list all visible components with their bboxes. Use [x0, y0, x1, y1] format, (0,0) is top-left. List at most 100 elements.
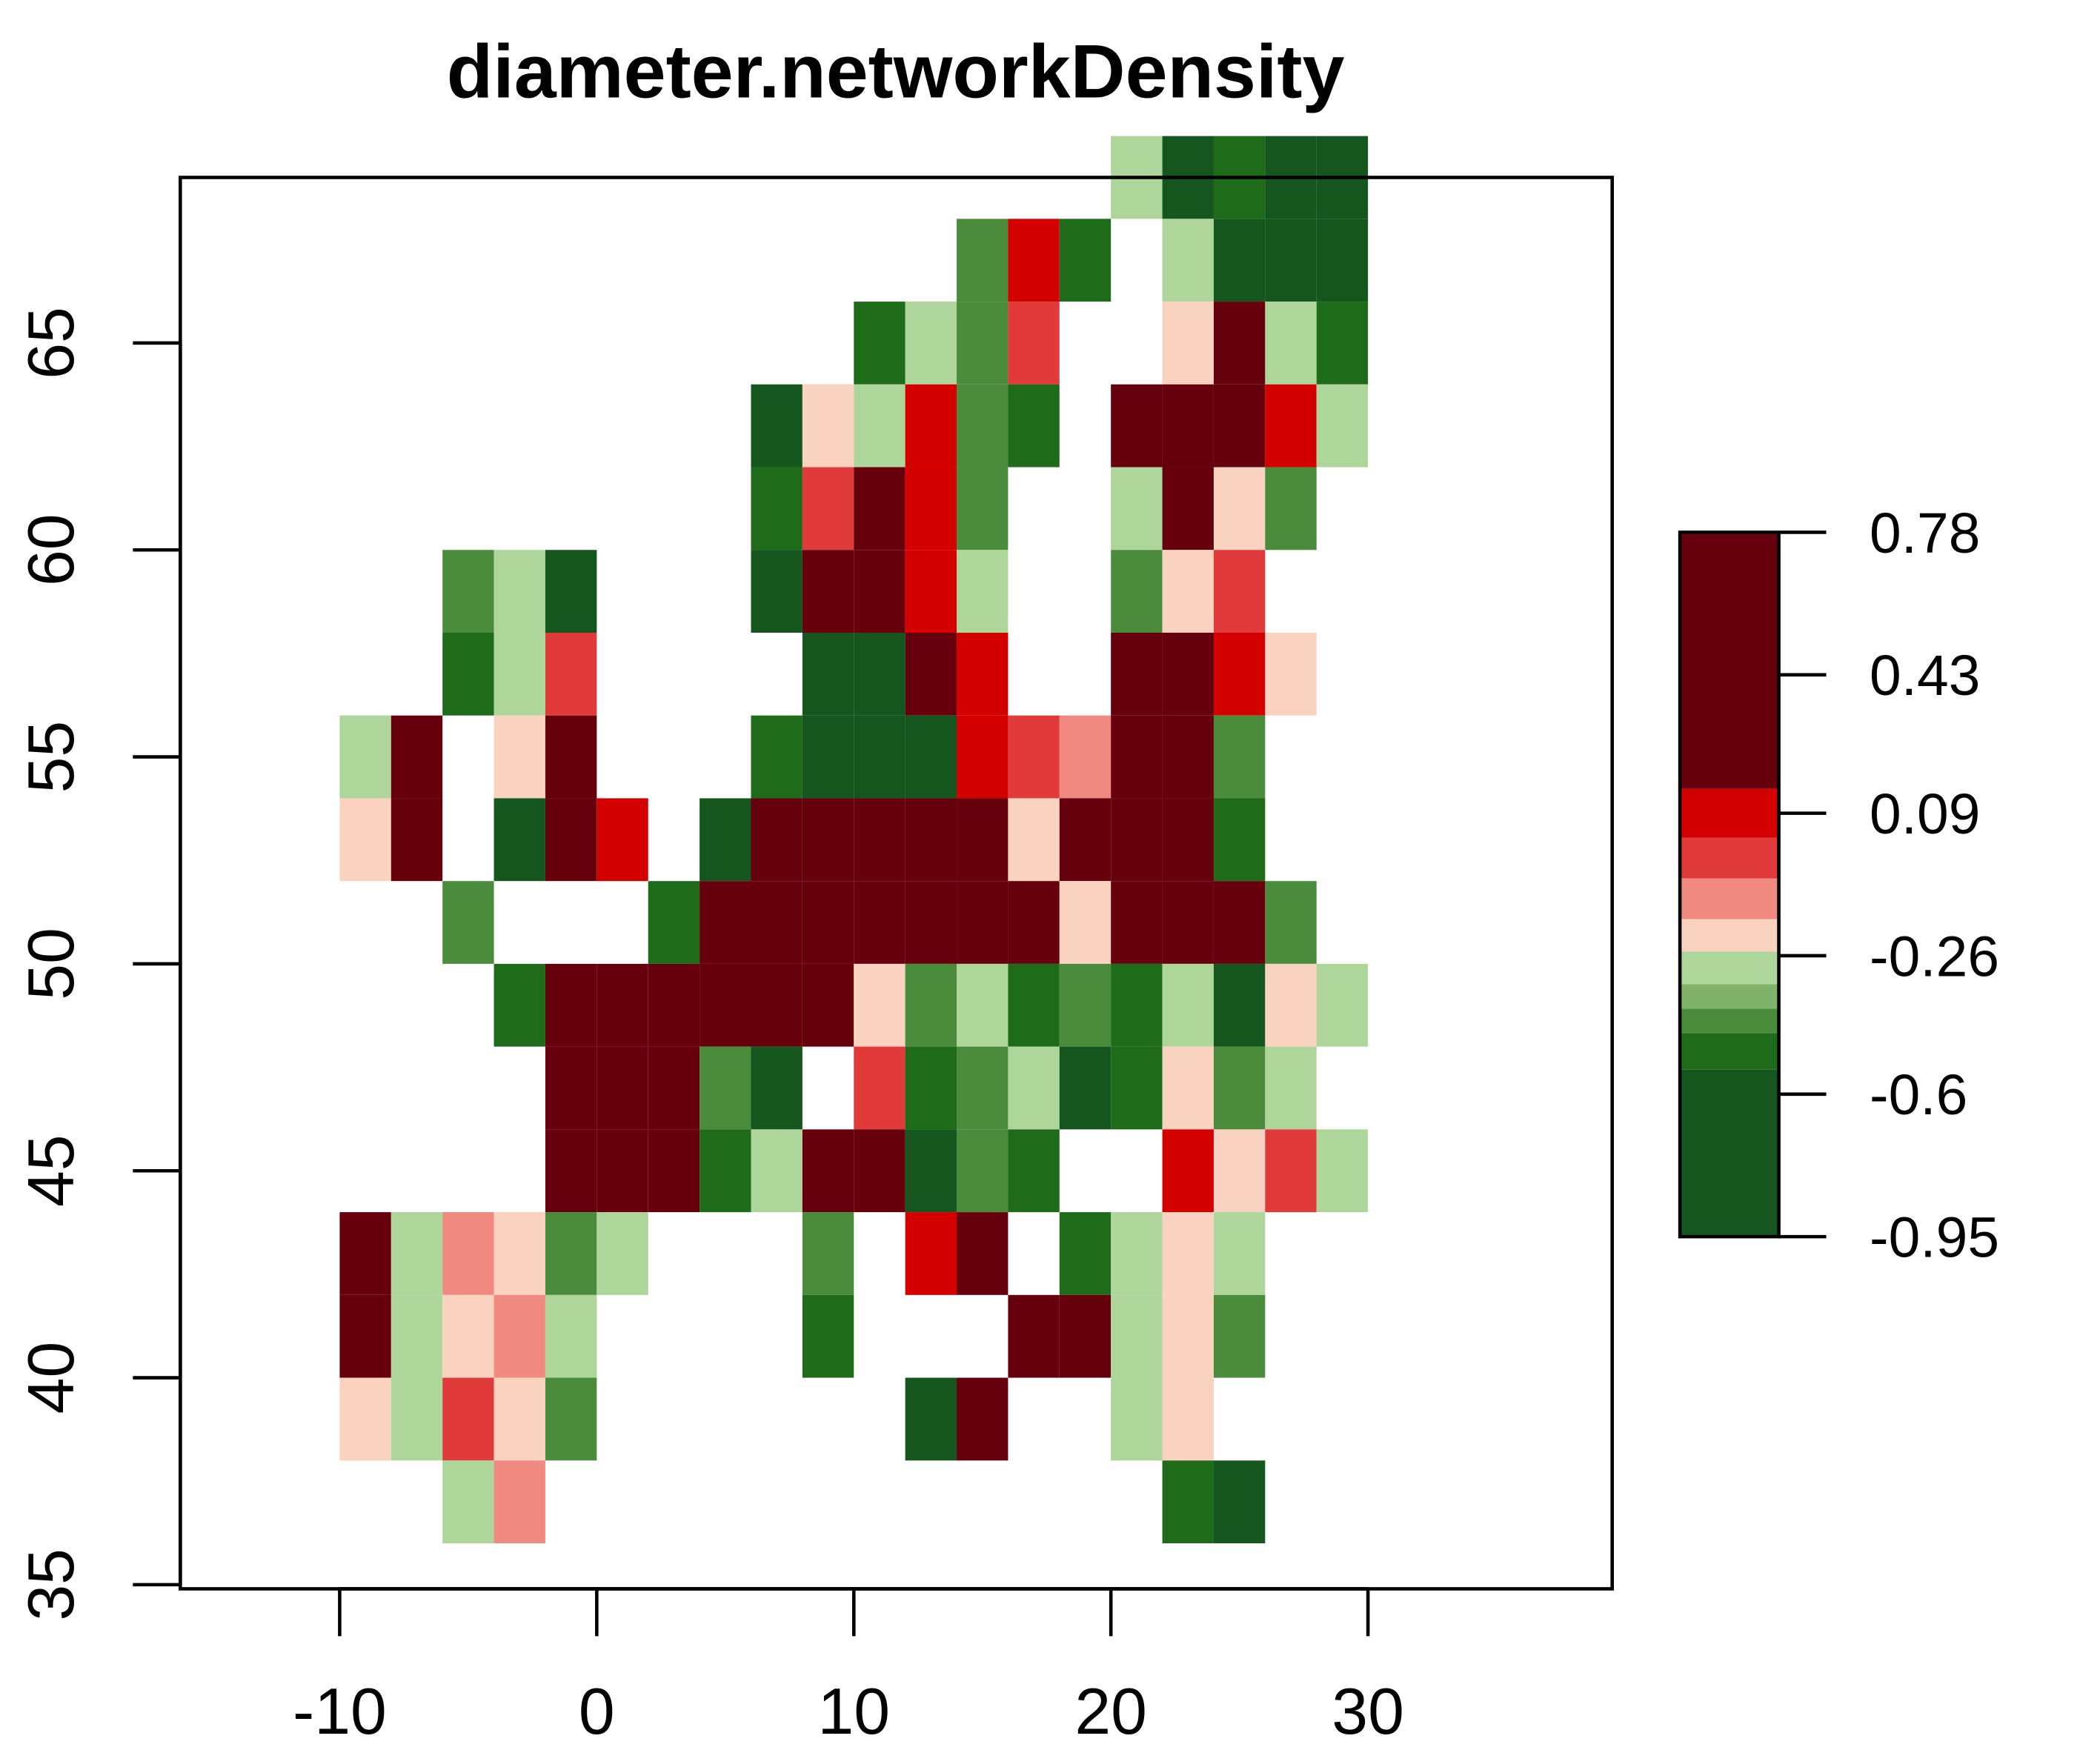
raster-cell [905, 384, 957, 468]
raster-cell [1213, 1460, 1266, 1543]
raster-cell [957, 798, 1009, 882]
raster-cell [339, 1294, 391, 1378]
raster-cell [751, 467, 803, 550]
raster-cell [957, 467, 1009, 550]
y-tick-label: 55 [15, 721, 87, 794]
raster-cell [700, 881, 751, 964]
colorbar-bin [1680, 1008, 1779, 1034]
y-tick-label: 45 [15, 1134, 87, 1207]
raster-cell [339, 798, 391, 882]
y-tick-label: 65 [15, 307, 87, 379]
colorbar-bin [1680, 1033, 1779, 1070]
raster-cell [545, 1294, 597, 1378]
colorbar-bin [1680, 984, 1779, 1009]
colorbar-tick-label: -0.95 [1870, 1206, 1999, 1270]
raster-cell [905, 1046, 957, 1130]
raster-cell [1213, 632, 1266, 716]
raster-cell [1059, 1046, 1112, 1130]
raster-cell [751, 881, 803, 964]
raster-cell [802, 1129, 854, 1213]
raster-cell [854, 1046, 906, 1130]
raster-cell [1316, 1129, 1369, 1213]
raster-cell [1111, 632, 1163, 716]
raster-cell [751, 1129, 803, 1213]
raster-cell [854, 550, 906, 633]
raster-cell [545, 1212, 597, 1295]
raster-cell [1213, 798, 1266, 882]
raster-cell [1008, 219, 1060, 302]
raster-cell [442, 632, 494, 716]
raster-cell [1162, 1294, 1214, 1378]
raster-cell [854, 467, 906, 550]
raster-cell [957, 1212, 1009, 1295]
raster-cell [1008, 881, 1060, 964]
x-tick-label: 10 [817, 1675, 890, 1748]
colorbar-bin [1680, 951, 1779, 985]
raster-cell [1111, 963, 1163, 1047]
raster-cell [957, 550, 1009, 633]
raster-cell [802, 1212, 854, 1295]
raster-cell [442, 1460, 494, 1543]
raster-cell [1213, 302, 1266, 385]
raster-cell [1162, 1046, 1214, 1130]
raster-cell [700, 798, 751, 882]
raster-cell [339, 1212, 391, 1295]
raster-cell [1111, 1046, 1163, 1130]
raster-cell [597, 1212, 648, 1295]
x-tick-label: 30 [1332, 1675, 1404, 1748]
raster-cell [751, 715, 803, 799]
colorbar-frame [1678, 530, 1781, 1239]
y-tick-label: 50 [15, 928, 87, 1000]
colorbar-bin [1680, 788, 1779, 838]
raster-cell [597, 798, 648, 882]
raster-cell [391, 1377, 443, 1461]
raster-cell [1213, 1212, 1266, 1295]
raster-cell [751, 384, 803, 468]
raster-cell [648, 963, 700, 1047]
raster-cell [545, 1377, 597, 1461]
raster-cell [1213, 219, 1266, 302]
raster-cell [1008, 963, 1060, 1047]
raster-cell [854, 963, 906, 1047]
raster-cell [1265, 467, 1317, 550]
raster-cell [1059, 798, 1112, 882]
raster-cell [339, 715, 391, 799]
raster-cell [700, 1046, 751, 1130]
raster-cell [1265, 384, 1317, 468]
raster-cell [597, 1129, 648, 1213]
raster-cell [494, 632, 545, 716]
raster-cell [1111, 467, 1163, 550]
colorbar-bin [1680, 919, 1779, 952]
raster-cell [1213, 550, 1266, 633]
raster-cell [1213, 1294, 1266, 1378]
raster-cell [1008, 1129, 1060, 1213]
raster-cell [802, 881, 854, 964]
raster-cell [1008, 302, 1060, 385]
raster-cell [391, 1294, 443, 1378]
raster-cell [1008, 798, 1060, 882]
raster-cell [391, 1212, 443, 1295]
raster-cell [494, 1377, 545, 1461]
raster-cell [905, 1212, 957, 1295]
raster-cell [494, 550, 545, 633]
raster-cell [802, 467, 854, 550]
raster-cell [391, 798, 443, 882]
raster-cell [1162, 963, 1214, 1047]
raster-cell [802, 550, 854, 633]
chart-title: diameter.networkDensity [447, 29, 1345, 114]
raster-cell [905, 715, 957, 799]
raster-cell [751, 1046, 803, 1130]
raster-cell [1111, 798, 1163, 882]
raster-cell [1213, 963, 1266, 1047]
raster-cell [494, 1294, 545, 1378]
raster-cell [905, 881, 957, 964]
raster-cell [905, 302, 957, 385]
raster-cell [494, 715, 545, 799]
raster-cell [1162, 219, 1214, 302]
raster-cell [1111, 1212, 1163, 1295]
raster-cell [802, 1294, 854, 1378]
raster-cell [545, 550, 597, 633]
raster-cell [1059, 1212, 1112, 1295]
colorbar-tick-label: 0.09 [1870, 782, 1980, 846]
